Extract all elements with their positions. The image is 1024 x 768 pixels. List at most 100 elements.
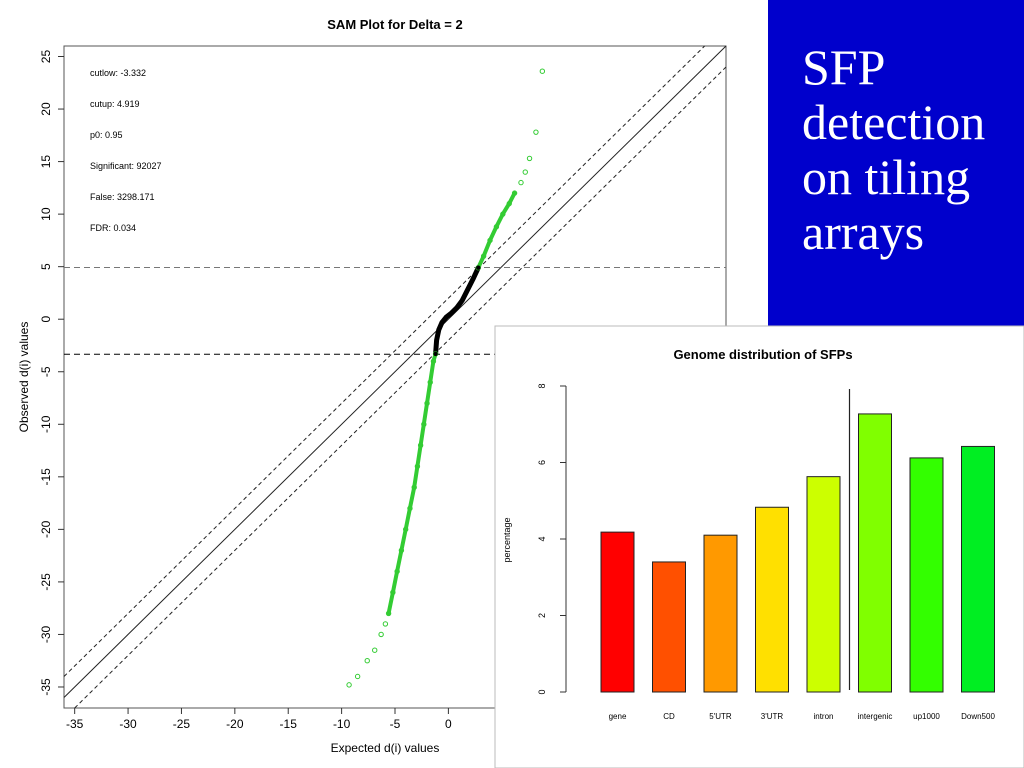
bar-y-tick-label: 6 — [537, 460, 547, 465]
significant-low-point — [421, 421, 427, 427]
significant-low-point — [430, 358, 437, 364]
y-tick-label: 15 — [39, 155, 53, 169]
significant-low-point — [346, 682, 352, 688]
null-point — [470, 277, 476, 282]
stat-text: FDR: 0.034 — [90, 223, 136, 233]
bar-category-label: intergenic — [858, 712, 893, 721]
significant-low-point — [414, 463, 421, 470]
significant-high-point — [511, 190, 518, 196]
null-point — [439, 320, 445, 325]
bar-category-label: intron — [813, 712, 833, 721]
significant-low-point — [417, 442, 424, 449]
x-axis-label: Expected d(i) values — [331, 741, 440, 755]
significant-high-point — [522, 169, 528, 175]
null-point — [436, 327, 441, 332]
significant-high-point — [518, 179, 524, 186]
y-tick-label: -25 — [39, 573, 53, 591]
significant-high-point — [480, 253, 487, 259]
significant-low-point — [407, 505, 413, 512]
significant-low-curve — [386, 351, 438, 616]
significant-low-point — [378, 631, 384, 638]
significant-low-point — [427, 379, 433, 385]
null-point — [449, 310, 454, 316]
significant-high-point — [533, 129, 539, 135]
y-tick-label: 10 — [39, 207, 53, 221]
bar — [909, 457, 944, 693]
x-tick-label: -20 — [226, 717, 244, 731]
bar-category-label: 3'UTR — [761, 712, 784, 721]
y-tick-label: 0 — [39, 316, 53, 323]
bar — [652, 561, 686, 693]
null-point — [444, 314, 449, 320]
significant-high-point — [500, 211, 506, 217]
significant-high-point — [539, 68, 546, 74]
significant-low-point — [398, 547, 405, 554]
y-tick-label: -20 — [39, 520, 53, 538]
delta-lower-line — [74, 66, 727, 709]
bar-chart-title: Genome distribution of SFPs — [673, 347, 852, 362]
plot-title: SAM Plot for Delta = 2 — [327, 17, 462, 32]
null-point — [434, 338, 439, 343]
y-tick-label: 5 — [39, 263, 53, 270]
bar — [961, 445, 995, 693]
significant-low-point — [424, 400, 430, 406]
x-tick-label: -15 — [280, 717, 298, 731]
bar-y-axis-label: percentage — [502, 517, 512, 562]
significant-low-point — [411, 484, 417, 491]
y-tick-label: -10 — [39, 415, 53, 433]
stat-text: Significant: 92027 — [90, 161, 162, 171]
y-tick-label: -30 — [39, 625, 53, 643]
x-tick-label: -10 — [333, 717, 351, 731]
null-point — [454, 305, 460, 310]
bar-y-tick-label: 2 — [537, 613, 547, 618]
significant-low-point — [394, 568, 400, 575]
significant-low-point — [385, 610, 392, 617]
significant-high-point — [487, 237, 493, 244]
bar-y-tick-label: 4 — [537, 536, 547, 541]
x-tick-label: -25 — [173, 717, 191, 731]
null-point — [460, 298, 465, 303]
x-tick-label: -30 — [119, 717, 137, 731]
stat-text: False: 3298.171 — [90, 192, 155, 202]
bar — [703, 534, 738, 693]
x-tick-label: -35 — [66, 717, 84, 731]
y-tick-label: 20 — [39, 102, 53, 116]
stat-text: p0: 0.95 — [90, 130, 123, 140]
bar-category-label: up1000 — [913, 712, 940, 721]
y-tick-label: 25 — [39, 50, 53, 64]
identity-line — [63, 45, 727, 698]
y-tick-label: -15 — [39, 468, 53, 486]
bar-category-label: Down500 — [961, 712, 995, 721]
x-tick-label: 0 — [445, 717, 452, 731]
bar — [600, 531, 635, 693]
bar — [806, 476, 841, 693]
null-point — [433, 351, 438, 357]
null-point — [476, 265, 481, 270]
significant-high-point — [506, 200, 512, 207]
significant-low-point — [390, 589, 396, 596]
slide-title: SFP detection on tiling arrays — [802, 39, 986, 260]
bar — [858, 413, 892, 693]
significant-low-point — [354, 673, 361, 680]
stat-text: cutlow: -3.332 — [90, 68, 146, 78]
null-point — [465, 287, 470, 292]
significant-high-point — [526, 155, 533, 162]
delta-upper-line — [63, 45, 705, 677]
title-panel — [768, 0, 1024, 326]
significant-high-point — [493, 224, 500, 230]
significant-high-curve — [476, 191, 517, 270]
bar-category-label: 5'UTR — [709, 712, 732, 721]
stat-text: cutup: 4.919 — [90, 99, 140, 109]
significant-low-point — [372, 647, 378, 653]
significant-low-point — [364, 658, 370, 664]
significant-low-point — [382, 621, 389, 627]
bar-y-tick-label: 0 — [537, 689, 547, 694]
bar-y-tick-label: 8 — [537, 383, 547, 388]
bar-category-label: gene — [609, 712, 627, 721]
bar — [755, 506, 789, 693]
significant-low-point — [402, 526, 409, 533]
y-axis-label: Observed d(i) values — [17, 322, 31, 433]
x-tick-label: -5 — [390, 717, 401, 731]
